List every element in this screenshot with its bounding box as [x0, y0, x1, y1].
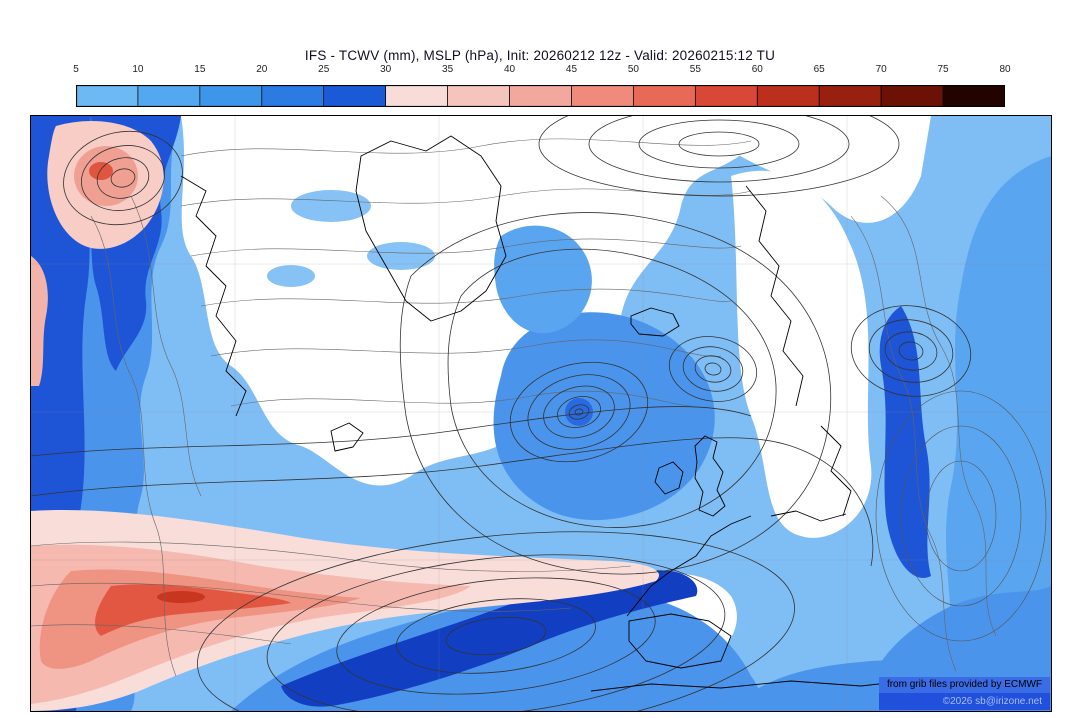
tick-label: 25	[318, 64, 330, 75]
colorbar-segment	[880, 85, 944, 107]
colorbar-segment	[199, 85, 263, 107]
colorbar-segment	[509, 85, 572, 107]
tick-label: 10	[132, 64, 144, 75]
tick-label: 55	[689, 64, 701, 75]
tick-label: 45	[565, 64, 578, 75]
colorbar-scale	[76, 85, 1005, 107]
colorbar-segment	[385, 85, 448, 107]
tick-label: 30	[380, 64, 392, 75]
page-title: IFS - TCWV (mm), MSLP (hPa), Init: 20260…	[304, 48, 776, 63]
tick-label: 60	[751, 64, 763, 75]
colorbar-segment	[942, 85, 1005, 107]
colorbar-segment	[261, 85, 325, 107]
colorbar-segment	[633, 85, 696, 107]
colorbar-segment	[756, 85, 820, 107]
colorbar-border	[76, 85, 1005, 107]
colorbar-segment	[571, 85, 634, 107]
isobar-contours-right	[875, 390, 1047, 642]
colorbar-segment	[694, 85, 758, 107]
colorbar-segment	[447, 85, 510, 107]
colorbar-tick-labels: 5 10 15 20 25 30 35 40 45 50 55 60 65 70…	[73, 64, 1010, 79]
isobar-contours	[31, 138, 997, 677]
tick-label: 15	[194, 64, 206, 75]
tick-label: 70	[875, 64, 887, 75]
tick-label: 50	[627, 64, 639, 75]
attribution-source: from grib files provided by ECMWF	[878, 677, 1050, 693]
colorbar: 5 10 15 20 25 30 35 40 45 50 55 60 65 70…	[73, 64, 1011, 107]
tick-label: 5	[73, 64, 79, 75]
isobar-contours-major	[31, 116, 972, 711]
colorbar-segment	[137, 85, 201, 107]
colorbar-segment	[323, 85, 387, 107]
attribution: from grib files provided by ECMWF ©2026 …	[878, 677, 1050, 710]
tick-label: 75	[937, 64, 949, 75]
moisture-shading	[31, 116, 1051, 711]
weather-map: from grib files provided by ECMWF ©2026 …	[30, 115, 1052, 712]
coastlines	[180, 135, 932, 692]
tick-label: 40	[503, 64, 516, 75]
colorbar-segment	[818, 85, 882, 107]
tick-label: 35	[442, 64, 454, 75]
colorbar-segment	[76, 85, 139, 107]
map-canvas	[31, 116, 1051, 711]
tick-label: 20	[256, 64, 268, 75]
graticule-lines	[31, 116, 1051, 711]
attribution-copyright: ©2026 sb@irizone.net	[878, 692, 1050, 710]
tick-label: 80	[999, 64, 1011, 75]
tick-label: 65	[813, 64, 825, 75]
